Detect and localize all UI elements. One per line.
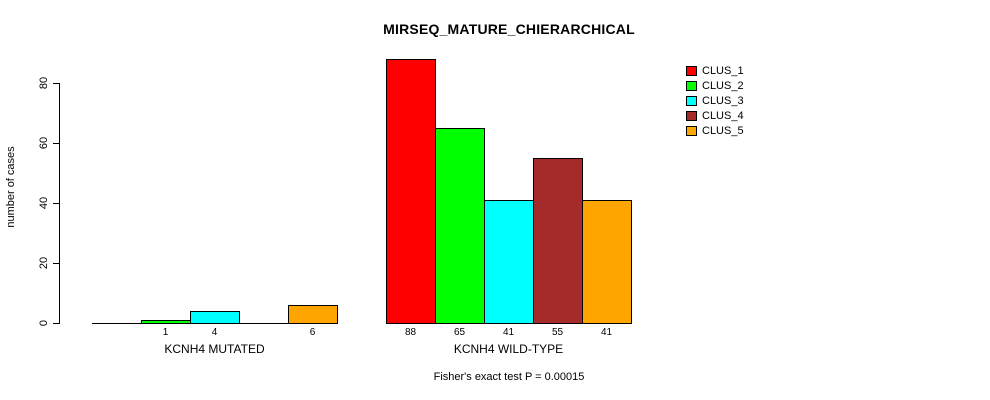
fisher-test-annotation: Fisher's exact test P = 0.00015 <box>433 371 585 383</box>
bar-clus_3-group1 <box>190 311 240 324</box>
bar-value-label: 88 <box>404 327 417 338</box>
bar-value-label: 65 <box>453 327 466 338</box>
legend-label: CLUS_5 <box>702 125 744 137</box>
bar-clus_2-group1 <box>141 320 191 324</box>
y-axis-tick-label: 80 <box>38 76 50 90</box>
bar-clus_2-group2 <box>435 128 485 324</box>
bar-clus_5-group1 <box>288 305 338 324</box>
y-axis-tick-label: 40 <box>38 196 50 210</box>
y-axis-tick <box>53 263 59 264</box>
legend-swatch-clus_5 <box>686 126 697 136</box>
bar-value-label: 41 <box>502 327 515 338</box>
legend-swatch-clus_1 <box>686 66 697 76</box>
x-axis-group-label: KCNH4 WILD-TYPE <box>453 342 564 356</box>
legend-swatch-clus_2 <box>686 81 697 91</box>
legend-label: CLUS_2 <box>702 80 744 92</box>
bar-clus_1-group2 <box>386 59 436 324</box>
legend-swatch-clus_3 <box>686 96 697 106</box>
bar-value-label: 1 <box>162 327 169 338</box>
chart-title: MIRSEQ_MATURE_CHIERARCHICAL <box>383 21 635 37</box>
y-axis-tick <box>53 323 59 324</box>
y-axis-tick-label: 0 <box>38 319 50 327</box>
y-axis-tick <box>53 83 59 84</box>
bar-value-label: 4 <box>211 327 218 338</box>
bar-value-label: 55 <box>551 327 564 338</box>
legend-swatch-clus_4 <box>686 111 697 121</box>
legend-label: CLUS_4 <box>702 110 744 122</box>
bar-clus_3-group2 <box>484 200 534 324</box>
legend-label: CLUS_1 <box>702 65 744 77</box>
bar-value-label: 6 <box>309 327 316 338</box>
legend-label: CLUS_3 <box>702 95 744 107</box>
bar-value-label: 41 <box>600 327 613 338</box>
y-axis-tick-label: 60 <box>38 136 50 150</box>
y-axis-line <box>59 83 60 324</box>
y-axis-tick-label: 20 <box>38 256 50 270</box>
x-axis-group-label: KCNH4 MUTATED <box>164 342 265 356</box>
y-axis-tick <box>53 143 59 144</box>
y-axis-label: number of cases <box>5 146 17 228</box>
bar-clus_5-group2 <box>582 200 632 324</box>
bar-clus_4-group2 <box>533 158 583 324</box>
y-axis-tick <box>53 203 59 204</box>
